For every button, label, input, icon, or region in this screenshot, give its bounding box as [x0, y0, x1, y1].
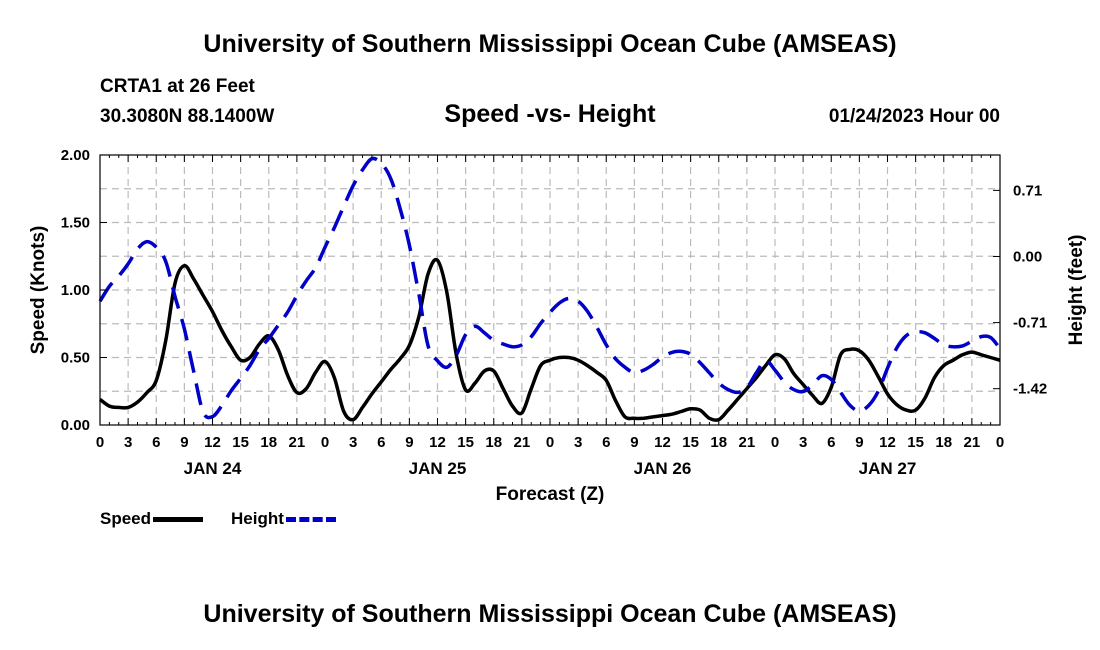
x-tick-label: 21 [739, 434, 756, 451]
x-day-label: JAN 27 [859, 459, 917, 478]
y-tick-label-left: 0.50 [61, 350, 90, 367]
location-label: 30.3080N 88.1400W [100, 106, 275, 127]
legend-speed-label: Speed [100, 509, 152, 528]
x-tick-label: 6 [152, 434, 160, 451]
chart-title: Speed -vs- Height [444, 100, 656, 128]
run-date-label: 01/24/2023 Hour 00 [828, 106, 1000, 127]
x-tick-label: 12 [429, 434, 446, 451]
x-tick-label: 6 [602, 434, 610, 451]
x-day-label: JAN 24 [184, 459, 242, 478]
y-axis-title-right: Height (feet) [1066, 235, 1087, 346]
x-tick-label: 15 [232, 434, 249, 451]
y-tick-label-left: 1.00 [61, 282, 90, 299]
legend-height-swatch [285, 516, 336, 522]
x-tick-label: 3 [574, 434, 582, 451]
x-axis-title: Forecast (Z) [496, 484, 605, 505]
x-day-label: JAN 25 [409, 459, 467, 478]
legend-height: Height [231, 509, 336, 529]
station-label: CRTA1 at 26 Feet [100, 76, 255, 97]
x-tick-label: 0 [771, 434, 779, 451]
series-layer [98, 156, 1002, 422]
x-tick-label: 12 [879, 434, 896, 451]
x-tick-label: 18 [485, 434, 502, 451]
x-tick-label: 18 [710, 434, 727, 451]
y-tick-label-right: -0.71 [1013, 315, 1047, 332]
y-tick-label-right: 0.00 [1013, 248, 1042, 265]
legend-speed-swatch [153, 516, 204, 522]
series-line-height [98, 156, 1002, 420]
x-tick-label: 0 [96, 434, 104, 451]
x-tick-label: 3 [799, 434, 807, 451]
x-tick-label: 6 [827, 434, 835, 451]
x-tick-label: 3 [124, 434, 132, 451]
legend-height-label: Height [231, 509, 284, 528]
x-tick-label: 21 [514, 434, 531, 451]
x-tick-label: 18 [260, 434, 277, 451]
chart-suptitle-repeat: University of Southern Mississippi Ocean… [203, 600, 897, 628]
x-tick-label: 21 [964, 434, 981, 451]
series-line-speed [98, 257, 1001, 422]
x-tick-label: 9 [180, 434, 188, 451]
x-tick-label: 12 [654, 434, 671, 451]
y-tick-label-right: 0.71 [1013, 182, 1042, 199]
x-day-label: JAN 26 [634, 459, 692, 478]
x-tick-label: 21 [289, 434, 306, 451]
x-tick-label: 6 [377, 434, 385, 451]
x-tick-label: 15 [907, 434, 924, 451]
x-tick-label: 15 [457, 434, 474, 451]
x-tick-label: 0 [321, 434, 329, 451]
y-tick-label-left: 2.00 [61, 147, 90, 164]
y-axis-title-left: Speed (Knots) [28, 226, 49, 355]
legend-speed: Speed [100, 509, 204, 529]
y-tick-label-left: 0.00 [61, 417, 90, 434]
x-tick-label: 9 [630, 434, 638, 451]
x-tick-label: 15 [682, 434, 699, 451]
y-tick-label-right: -1.42 [1013, 381, 1047, 398]
y-tick-label-left: 1.50 [61, 215, 90, 232]
x-tick-label: 0 [546, 434, 554, 451]
labels: 0 3 6 9 12 15 18 21 0 3 6 9 12 15 18 21 0 3 6 9 12 15 18 21 0 3 6 9… [28, 147, 1087, 505]
x-tick-label: 18 [935, 434, 952, 451]
x-tick-label: 9 [855, 434, 863, 451]
chart-suptitle: University of Southern Mississippi Ocean… [203, 30, 897, 58]
axes [99, 154, 1001, 426]
grid [100, 155, 1000, 425]
x-tick-label: 9 [405, 434, 413, 451]
x-tick-label: 3 [349, 434, 357, 451]
x-tick-label: 0 [996, 434, 1004, 451]
x-tick-label: 12 [204, 434, 221, 451]
